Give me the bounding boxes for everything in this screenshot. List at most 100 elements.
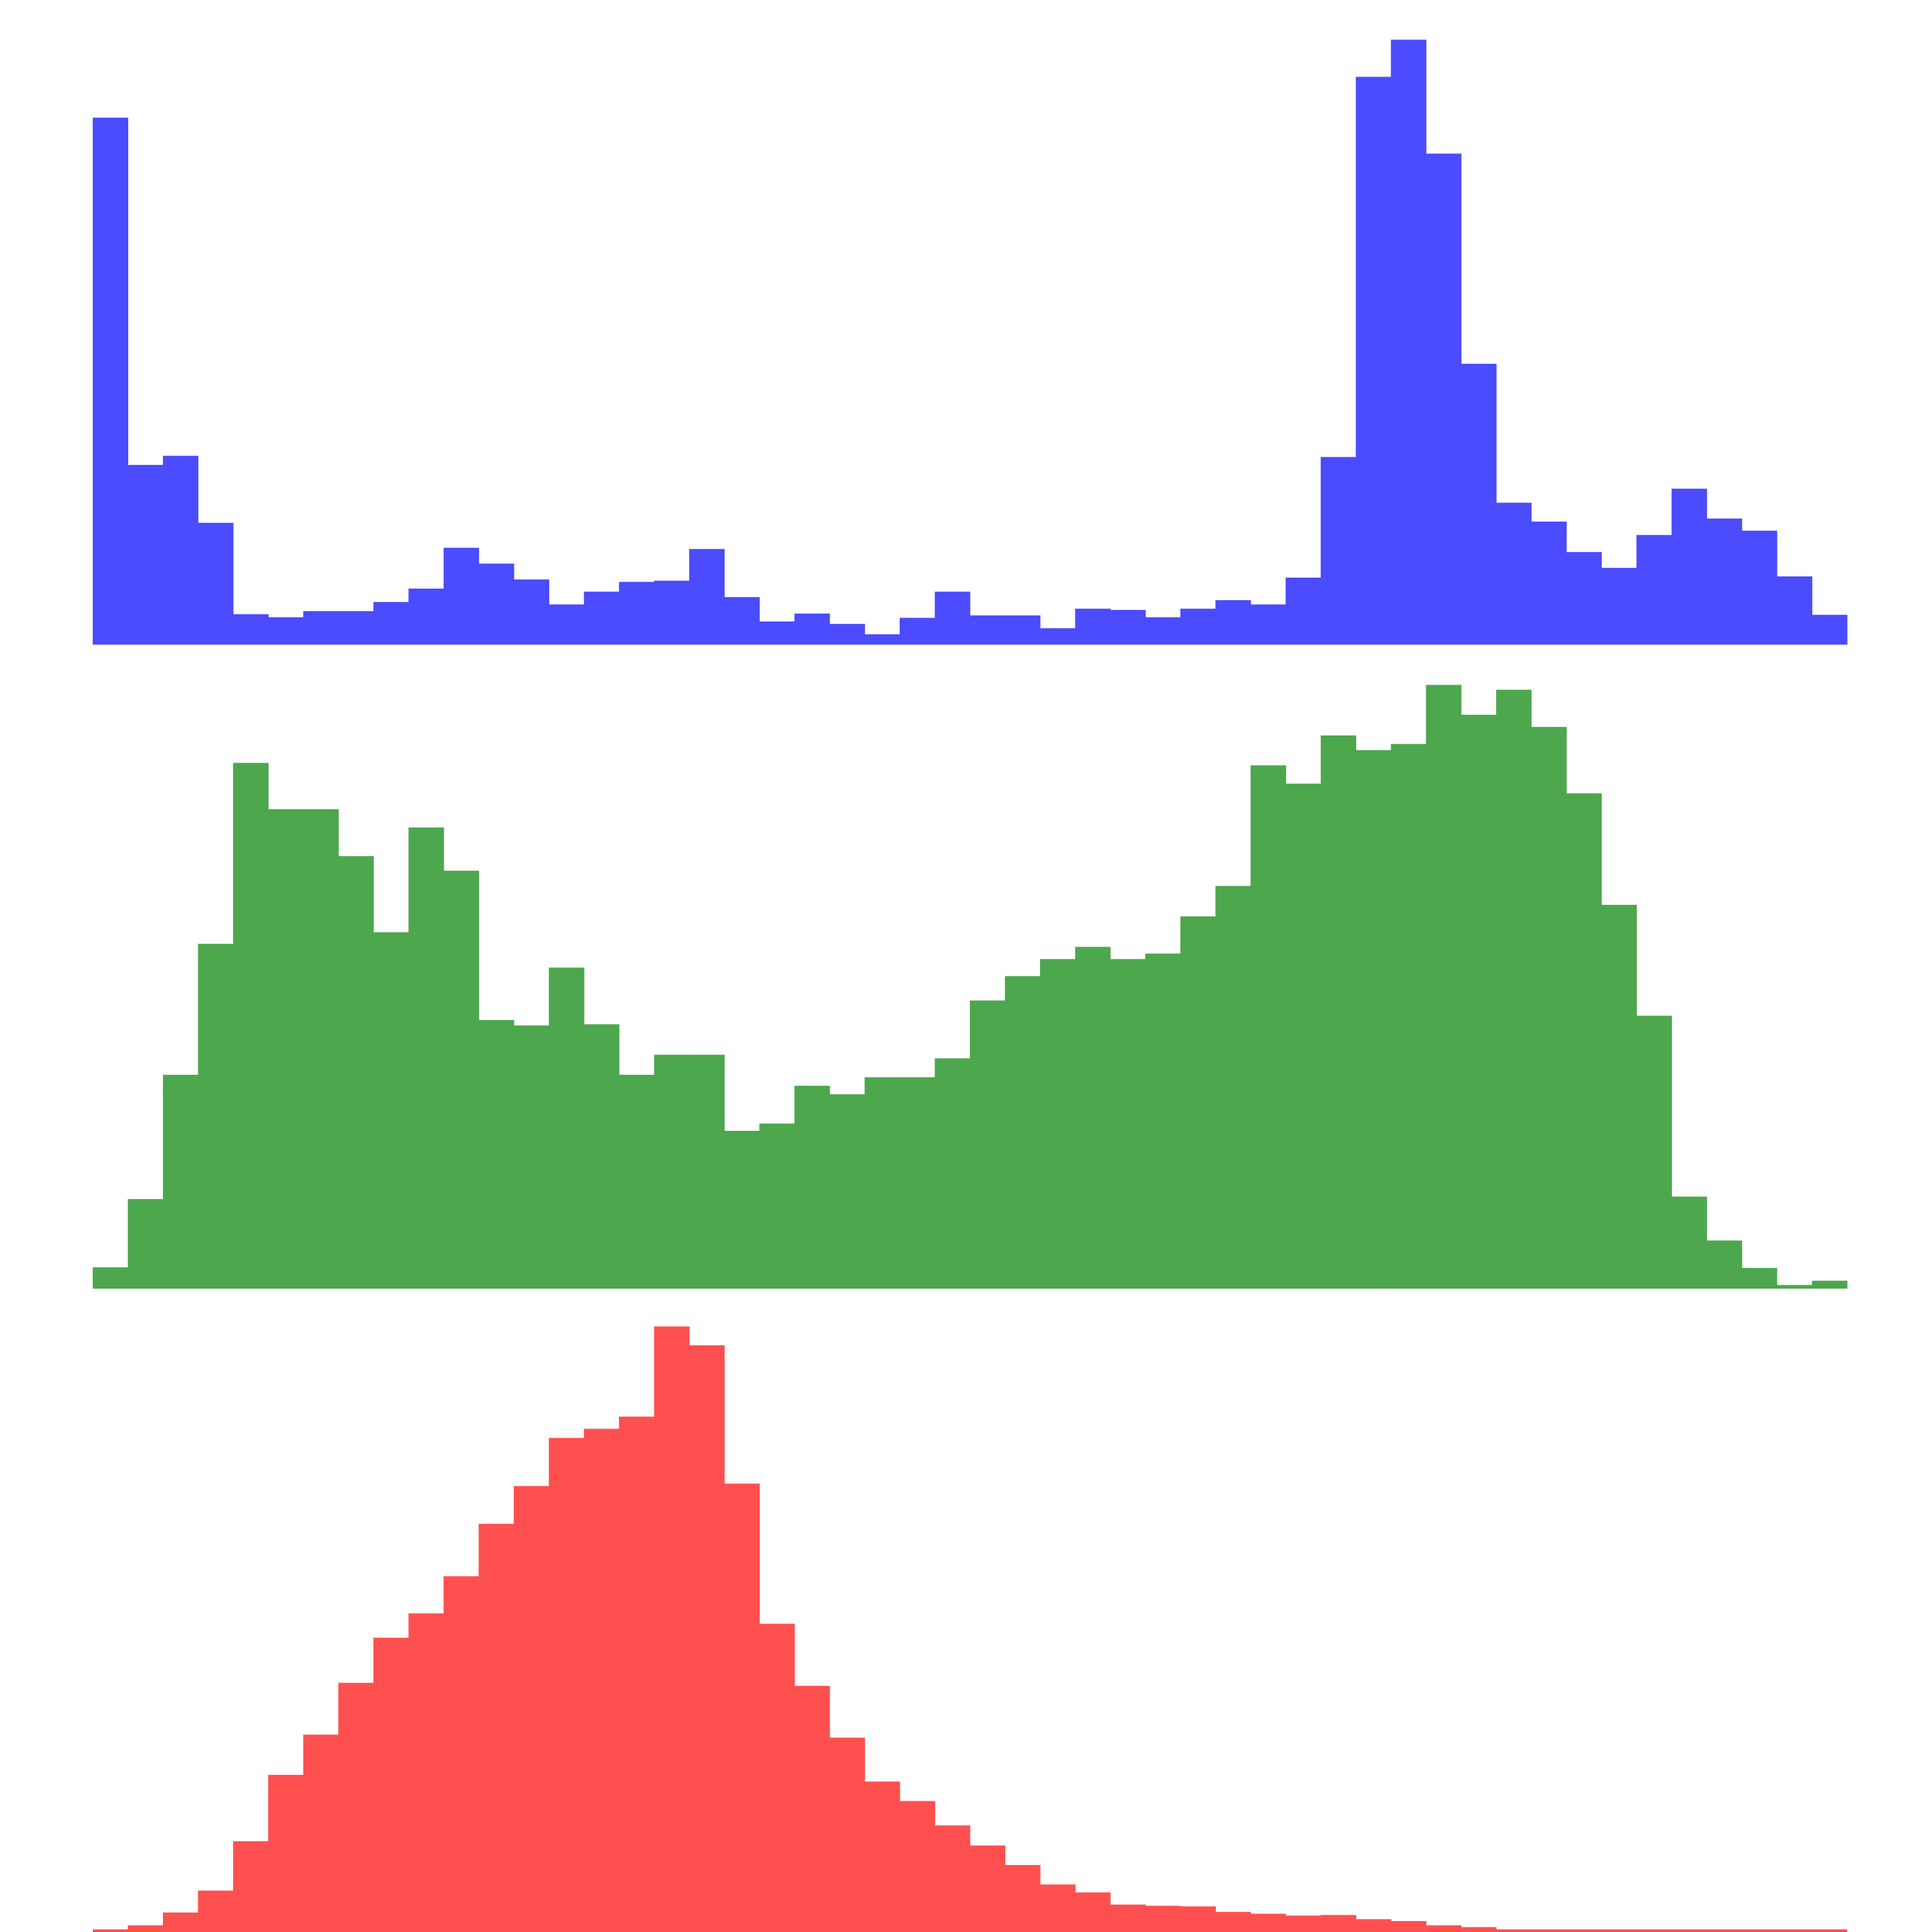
histogram-bar — [162, 1074, 199, 1289]
histogram-bar — [970, 615, 1006, 645]
histogram-bar — [1461, 714, 1497, 1289]
histogram-bar — [1110, 1904, 1146, 1932]
histogram-bar — [1250, 604, 1286, 645]
histogram-bar — [198, 1890, 234, 1932]
histogram-bar — [1320, 735, 1356, 1289]
histogram-bar — [1777, 576, 1813, 645]
histogram-bar — [759, 1624, 795, 1932]
histogram-bar — [794, 613, 830, 645]
histogram-bar — [1390, 39, 1426, 645]
histogram-bar — [1636, 535, 1672, 645]
histogram-bar — [303, 809, 339, 1289]
histogram-bar — [513, 1486, 549, 1932]
histogram-bar — [583, 591, 620, 645]
histogram-bar — [303, 1734, 339, 1932]
histogram-panels — [93, 39, 1848, 1932]
histogram-bar — [1039, 1884, 1076, 1932]
histogram-bar — [900, 1801, 936, 1932]
histogram-bar — [1180, 1906, 1216, 1932]
histogram-bar — [724, 597, 760, 645]
histogram-bar — [1180, 916, 1216, 1289]
histogram-bar — [689, 1054, 725, 1289]
histogram-bar — [338, 611, 374, 645]
histogram-bar — [513, 1025, 549, 1289]
histogram-bar — [1005, 976, 1041, 1289]
histogram-bar — [1566, 793, 1602, 1289]
histogram-bar — [408, 588, 444, 645]
histogram-bar — [1707, 518, 1743, 645]
histogram-bar — [934, 1058, 971, 1289]
histogram-bar — [478, 1524, 515, 1932]
histogram-bar — [794, 1085, 830, 1289]
histogram-bar — [619, 1074, 655, 1289]
histogram-bar — [268, 809, 304, 1289]
histogram-bar — [900, 618, 936, 645]
histogram-bar — [1426, 153, 1462, 645]
histogram-bar — [1215, 1911, 1251, 1932]
histogram-bar — [970, 1000, 1006, 1289]
histogram-bar — [478, 564, 515, 645]
histogram-bar — [1285, 577, 1321, 645]
histogram-bar — [1671, 1197, 1707, 1289]
histogram-bar — [724, 1130, 760, 1289]
histogram-bar — [934, 1825, 971, 1932]
histogram-bar — [829, 623, 866, 645]
histogram-bar — [1075, 609, 1111, 645]
histogram-bar — [373, 601, 409, 645]
histogram-bar — [1005, 615, 1041, 645]
histogram-bar — [443, 547, 479, 645]
histogram-bar — [128, 464, 164, 645]
histogram-bar — [759, 621, 795, 645]
histogram-bar — [549, 967, 585, 1289]
histogram-bar — [794, 1685, 830, 1932]
histogram-bar — [549, 604, 585, 645]
histogram-bar — [1601, 905, 1637, 1289]
histogram-bar — [232, 762, 269, 1289]
histogram-bar — [1215, 886, 1251, 1289]
histogram-bar — [654, 1054, 690, 1289]
histogram-bar — [654, 1326, 690, 1932]
histogram-bar — [689, 1345, 725, 1932]
histogram-bar — [1285, 1915, 1321, 1932]
histogram-bar — [1531, 521, 1567, 645]
histogram-bar — [1426, 1925, 1462, 1932]
histogram-bar — [1496, 502, 1532, 645]
histogram-bar — [268, 1774, 304, 1932]
histogram-baseline — [93, 642, 1847, 645]
histogram-bar — [1145, 617, 1181, 645]
histogram-panel-red — [93, 1326, 1848, 1932]
histogram-bar — [724, 1483, 760, 1932]
histogram-bar — [408, 1613, 444, 1932]
histogram-bar — [1812, 614, 1848, 645]
histogram-bar — [93, 117, 129, 645]
histogram-bar — [478, 1019, 515, 1289]
histogram-bar — [1601, 567, 1637, 645]
histogram-bar — [198, 522, 234, 645]
histogram-bar — [1075, 1892, 1111, 1932]
histogram-bar — [1250, 765, 1286, 1289]
histogram-bar — [1110, 959, 1146, 1289]
histogram-bar — [1390, 1920, 1426, 1932]
histogram-bar — [443, 1576, 479, 1932]
histogram-bar — [1180, 609, 1216, 645]
histogram-bar — [1356, 1919, 1392, 1932]
histogram-bar — [583, 1024, 620, 1289]
histogram-bar — [1005, 1864, 1041, 1932]
histogram-bar — [1145, 953, 1181, 1289]
histogram-bar — [1671, 488, 1707, 645]
histogram-bar — [338, 1683, 374, 1932]
histogram-bar — [128, 1925, 164, 1932]
histogram-bar — [1250, 1913, 1286, 1932]
histogram-bar — [1320, 1915, 1356, 1932]
histogram-bar — [128, 1198, 164, 1289]
histogram-bar — [1145, 1906, 1181, 1932]
histogram-bar — [338, 856, 374, 1289]
histogram-bar — [303, 611, 339, 645]
histogram-bar — [654, 580, 690, 645]
histogram-bar — [829, 1738, 866, 1932]
histogram-bar — [619, 582, 655, 645]
histogram-bar — [162, 455, 199, 645]
histogram-bar — [198, 943, 234, 1289]
histogram-bar — [1356, 77, 1392, 645]
